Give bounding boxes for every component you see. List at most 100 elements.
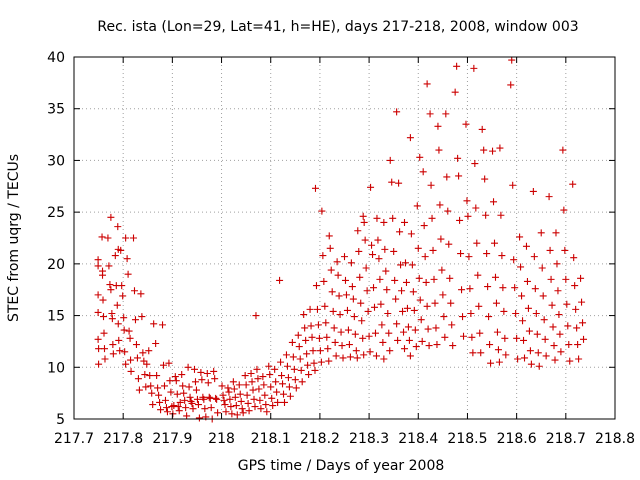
- data-point: [182, 404, 190, 412]
- data-point: [391, 276, 399, 284]
- data-point: [474, 271, 482, 279]
- data-point: [485, 313, 493, 321]
- data-point: [492, 299, 500, 307]
- data-point: [363, 287, 371, 295]
- data-point: [145, 347, 153, 355]
- y-tick-label: 30: [47, 153, 65, 169]
- data-point: [266, 371, 274, 379]
- data-point: [388, 178, 396, 186]
- data-point: [276, 276, 284, 284]
- data-point: [94, 262, 102, 270]
- data-point: [533, 330, 541, 338]
- data-point: [470, 64, 478, 72]
- data-point: [94, 335, 102, 343]
- data-point: [309, 347, 317, 355]
- data-point: [361, 236, 369, 244]
- data-point: [327, 266, 335, 274]
- data-point: [371, 329, 379, 337]
- data-point: [343, 306, 351, 314]
- data-point: [529, 187, 537, 195]
- data-point: [491, 273, 499, 281]
- data-point: [403, 304, 411, 312]
- data-point: [399, 307, 407, 315]
- data-point: [538, 264, 546, 272]
- data-point: [295, 343, 303, 351]
- data-point: [374, 236, 382, 244]
- data-point: [122, 234, 130, 242]
- data-point: [99, 296, 107, 304]
- data-point: [534, 349, 542, 357]
- data-point: [477, 349, 485, 357]
- data-point: [443, 173, 451, 181]
- data-point: [541, 335, 549, 343]
- x-tick-label: 217.9: [152, 431, 192, 447]
- data-point: [537, 229, 545, 237]
- data-point: [473, 239, 481, 247]
- data-point: [159, 321, 167, 329]
- data-point: [337, 328, 345, 336]
- data-point: [268, 394, 276, 402]
- data-point: [308, 333, 316, 341]
- data-point: [296, 355, 304, 363]
- data-point: [577, 274, 585, 282]
- data-point: [570, 254, 578, 262]
- data-point: [163, 408, 171, 416]
- data-point: [393, 320, 401, 328]
- data-point: [265, 362, 273, 370]
- data-point: [364, 307, 372, 315]
- data-point: [369, 251, 377, 259]
- data-point: [237, 397, 245, 405]
- data-point: [546, 246, 554, 254]
- data-point: [111, 252, 119, 260]
- data-point: [231, 393, 239, 401]
- data-point: [341, 253, 348, 261]
- data-point: [230, 385, 238, 393]
- data-point: [540, 316, 548, 324]
- data-point: [325, 357, 333, 365]
- data-point: [500, 307, 508, 315]
- data-point: [251, 403, 259, 411]
- data-point: [381, 245, 389, 253]
- data-point: [311, 366, 319, 374]
- data-point: [173, 390, 181, 398]
- data-point: [155, 391, 163, 399]
- data-point: [305, 371, 313, 379]
- data-point: [578, 298, 586, 306]
- data-point: [113, 301, 121, 309]
- data-point: [135, 386, 143, 394]
- data-point: [315, 334, 323, 342]
- data-point: [432, 324, 440, 332]
- data-point: [335, 292, 343, 300]
- data-point: [349, 295, 357, 303]
- data-point: [460, 332, 468, 340]
- data-point: [359, 212, 367, 220]
- data-point: [462, 120, 470, 128]
- data-point: [433, 341, 441, 349]
- data-point: [160, 382, 168, 390]
- data-point: [487, 359, 495, 367]
- data-point: [480, 146, 488, 154]
- data-point: [238, 405, 246, 413]
- data-point: [350, 313, 358, 321]
- data-point: [333, 258, 341, 266]
- data-point: [565, 341, 573, 349]
- data-point: [117, 246, 125, 254]
- data-point: [386, 347, 394, 355]
- data-point: [415, 274, 423, 282]
- data-point: [548, 301, 556, 309]
- data-point: [514, 355, 522, 363]
- data-point: [127, 367, 135, 375]
- y-tick-label: 40: [47, 50, 65, 66]
- x-tick-label: 218.5: [447, 431, 487, 447]
- data-point: [205, 393, 213, 401]
- data-point: [328, 288, 336, 296]
- data-point: [306, 305, 314, 313]
- data-point: [336, 311, 344, 319]
- data-point: [316, 347, 324, 355]
- data-point: [191, 378, 199, 386]
- data-point: [406, 134, 414, 142]
- data-point: [109, 350, 117, 358]
- data-point: [526, 347, 534, 355]
- data-point: [454, 154, 462, 162]
- data-point: [375, 255, 383, 263]
